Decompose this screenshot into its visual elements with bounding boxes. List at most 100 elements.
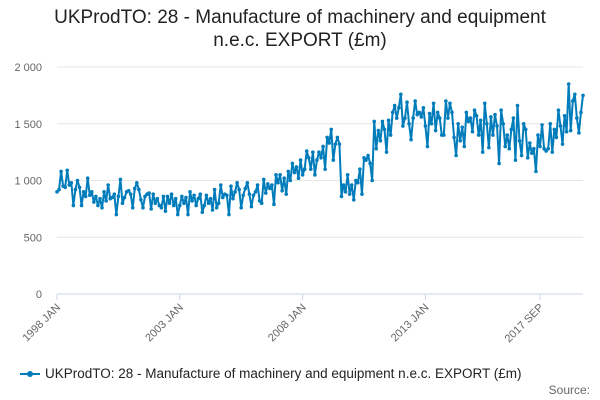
data-point[interactable] [558, 124, 563, 128]
data-point[interactable] [167, 201, 172, 205]
data-point[interactable] [501, 121, 505, 126]
data-point[interactable] [509, 127, 514, 132]
source-label[interactable]: Source: [548, 383, 590, 397]
data-point[interactable] [564, 129, 569, 134]
data-point[interactable] [169, 192, 174, 196]
data-point[interactable] [233, 190, 237, 194]
data-point[interactable] [135, 180, 139, 185]
data-point[interactable] [329, 127, 334, 132]
data-point[interactable] [460, 125, 465, 129]
data-point[interactable] [106, 183, 110, 187]
data-point[interactable] [73, 187, 78, 192]
data-point[interactable] [235, 180, 239, 185]
data-point[interactable] [255, 183, 260, 187]
data-point[interactable] [339, 194, 344, 199]
data-point[interactable] [384, 150, 389, 154]
data-point[interactable] [579, 110, 583, 115]
data-point[interactable] [294, 165, 299, 169]
data-point[interactable] [311, 150, 315, 154]
data-point[interactable] [198, 192, 203, 196]
data-point[interactable] [401, 124, 405, 128]
data-point[interactable] [540, 123, 544, 127]
data-point[interactable] [521, 121, 526, 126]
data-point[interactable] [368, 161, 372, 166]
data-point[interactable] [204, 193, 209, 198]
data-point[interactable] [452, 135, 456, 140]
data-point[interactable] [462, 144, 467, 149]
data-point[interactable] [435, 110, 440, 115]
data-point[interactable] [413, 99, 417, 103]
data-point[interactable] [364, 158, 368, 162]
data-point[interactable] [298, 158, 303, 162]
data-point[interactable] [513, 158, 518, 162]
data-point[interactable] [442, 133, 446, 137]
data-point[interactable] [534, 169, 538, 174]
data-point[interactable] [474, 114, 479, 118]
data-point[interactable] [286, 169, 291, 174]
data-point[interactable] [372, 119, 377, 124]
data-point[interactable] [270, 183, 274, 187]
data-point[interactable] [296, 176, 301, 181]
data-point[interactable] [268, 186, 272, 191]
data-point[interactable] [566, 82, 571, 86]
data-point[interactable] [538, 144, 542, 149]
data-point[interactable] [517, 138, 522, 143]
data-point[interactable] [403, 116, 407, 120]
data-point[interactable] [180, 194, 184, 199]
data-point[interactable] [380, 119, 385, 124]
data-point[interactable] [231, 196, 235, 201]
data-point[interactable] [429, 121, 434, 126]
data-point[interactable] [75, 178, 80, 183]
data-point[interactable] [337, 142, 342, 146]
data-point[interactable] [210, 208, 215, 212]
data-point[interactable] [81, 190, 86, 194]
data-point[interactable] [323, 167, 327, 171]
data-point[interactable] [128, 192, 133, 196]
series-line[interactable] [56, 83, 584, 216]
data-point[interactable] [409, 137, 413, 142]
data-point[interactable] [153, 201, 158, 205]
data-point[interactable] [253, 190, 258, 194]
data-point[interactable] [155, 196, 160, 201]
data-point[interactable] [433, 128, 438, 133]
data-point[interactable] [321, 144, 325, 149]
data-point[interactable] [327, 141, 332, 145]
data-point[interactable] [188, 190, 192, 194]
data-point[interactable] [216, 201, 221, 205]
data-point[interactable] [175, 212, 180, 217]
data-point[interactable] [263, 191, 268, 195]
data-point[interactable] [102, 190, 106, 194]
data-point[interactable] [206, 201, 211, 205]
data-point[interactable] [317, 150, 321, 154]
data-point[interactable] [94, 194, 98, 199]
data-point[interactable] [472, 108, 477, 112]
data-point[interactable] [69, 180, 74, 185]
data-point[interactable] [562, 114, 567, 118]
data-point[interactable] [532, 146, 536, 151]
data-point[interactable] [173, 196, 178, 201]
data-point[interactable] [331, 158, 336, 162]
data-point[interactable] [192, 193, 196, 198]
data-point[interactable] [85, 176, 90, 181]
data-point[interactable] [98, 196, 102, 201]
data-point[interactable] [417, 110, 422, 115]
data-point[interactable] [419, 115, 424, 119]
data-point[interactable] [505, 133, 510, 137]
data-point[interactable] [194, 203, 198, 208]
data-point[interactable] [237, 187, 241, 192]
data-point[interactable] [489, 115, 493, 119]
data-point[interactable] [421, 106, 426, 110]
data-point[interactable] [556, 108, 561, 112]
data-point[interactable] [208, 196, 213, 201]
series[interactable] [55, 82, 585, 217]
data-point[interactable] [570, 99, 575, 103]
legend[interactable]: UKProdTO: 28 - Manufacture of machinery … [20, 366, 521, 381]
data-point[interactable] [466, 119, 471, 124]
data-point[interactable] [444, 99, 448, 103]
data-point[interactable] [394, 116, 399, 120]
data-point[interactable] [284, 192, 289, 196]
data-point[interactable] [478, 118, 483, 123]
data-point[interactable] [347, 192, 352, 196]
data-point[interactable] [345, 173, 350, 177]
data-point[interactable] [151, 192, 155, 196]
